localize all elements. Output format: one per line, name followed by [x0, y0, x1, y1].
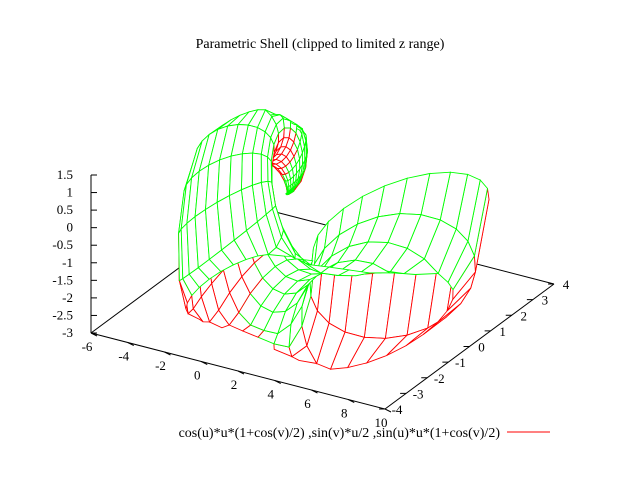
x-tick-label: -6: [82, 339, 93, 354]
x-tick-mark: [311, 389, 318, 394]
x-tick-label: 10: [375, 415, 388, 430]
surface-patch: [260, 153, 269, 183]
x-tick-label: 2: [231, 377, 238, 392]
axis-ticks: -6-4-20246810-4-3-2-1012341.510.50-0.5-1…: [52, 167, 569, 430]
y-tick-label: -1: [455, 355, 466, 370]
x-tick-label: -4: [118, 349, 129, 364]
z-tick-label: -1: [62, 255, 73, 270]
x-tick-mark: [237, 370, 245, 375]
y-tick-label: 1: [499, 324, 506, 339]
surface-patch: [228, 189, 247, 241]
x-tick-label: 4: [268, 387, 275, 402]
x-tick-mark: [274, 380, 281, 384]
surface-patch: [240, 152, 254, 191]
x-tick-label: 6: [304, 396, 311, 411]
legend: cos(u)*u*(1+cos(v)/2) ,sin(v)*u/2 ,sin(u…: [179, 426, 550, 441]
surface-patch: [228, 153, 243, 197]
x-tick-mark: [164, 351, 171, 356]
z-tick-label: 0: [67, 220, 74, 235]
y-tick-label: -4: [392, 402, 403, 417]
y-tick-label: 4: [563, 277, 570, 292]
surface-mesh: [178, 109, 490, 370]
x-tick-mark: [201, 361, 208, 365]
z-tick-label: 1.5: [57, 167, 73, 182]
z-tick-label: 0.5: [57, 202, 73, 217]
z-tick-label: -3: [62, 325, 73, 340]
y-tick-label: 2: [521, 308, 528, 323]
x-tick-mark: [384, 408, 392, 413]
x-tick-mark: [127, 342, 134, 346]
y-tick-label: -3: [413, 386, 424, 401]
z-tick-label: 1: [67, 185, 74, 200]
z-tick-label: -2.5: [52, 307, 73, 322]
x-tick-label: 8: [341, 406, 348, 421]
z-tick-label: -0.5: [52, 237, 73, 252]
x-tick-mark: [348, 399, 355, 403]
x-tick-label: 0: [194, 368, 201, 383]
legend-label: cos(u)*u*(1+cos(v)/2) ,sin(v)*u/2 ,sin(u…: [179, 426, 501, 441]
surface-patch: [251, 152, 262, 186]
x-tick-label: -2: [155, 358, 166, 373]
surface-patch: [285, 190, 292, 195]
chart-title: Parametric Shell (clipped to limited z r…: [196, 37, 445, 52]
y-tick-label: 0: [478, 340, 485, 355]
y-tick-label: -2: [434, 371, 445, 386]
z-tick-label: -1.5: [52, 272, 73, 287]
y-tick-label: 3: [542, 293, 549, 308]
z-tick-label: -2: [62, 290, 73, 305]
